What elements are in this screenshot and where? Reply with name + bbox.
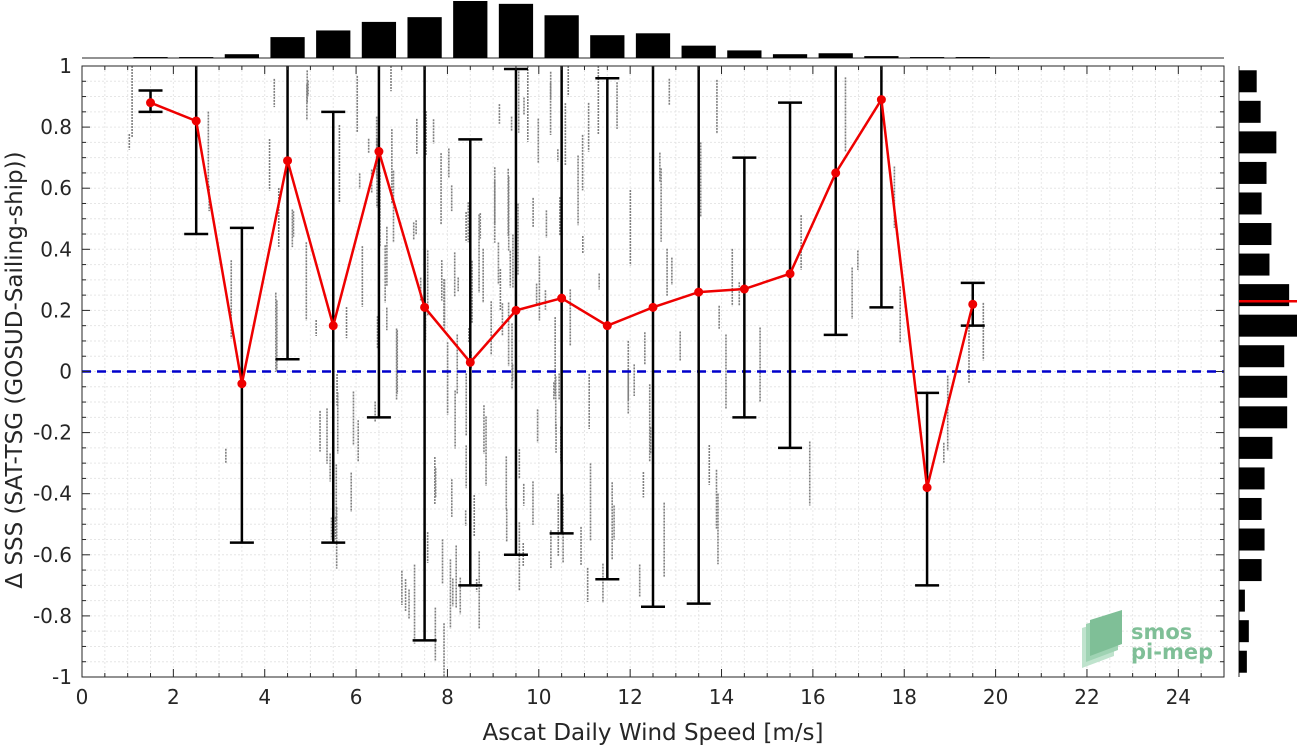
- median-point: [602, 321, 612, 331]
- median-point: [146, 98, 156, 108]
- median-point: [283, 156, 293, 166]
- top-hist-bar: [727, 50, 762, 58]
- top-hist-bar: [453, 1, 488, 58]
- top-hist-bar: [407, 17, 442, 58]
- right-hist-bar: [1239, 589, 1245, 612]
- x-tick-label: 24: [1166, 685, 1191, 709]
- right-hist-bar: [1239, 620, 1249, 643]
- top-hist-bar: [316, 30, 351, 58]
- right-hist-bar: [1239, 559, 1262, 582]
- x-tick-label: 16: [800, 685, 825, 709]
- y-tick-label: -0.2: [33, 421, 72, 445]
- x-tick-label: 20: [983, 685, 1008, 709]
- right-histogram: [1238, 66, 1297, 677]
- y-tick-label: 0.6: [40, 176, 72, 200]
- top-hist-bar: [955, 57, 990, 58]
- median-point: [922, 483, 932, 493]
- median-series: [146, 95, 978, 493]
- median-point: [694, 287, 704, 297]
- right-hist-bar: [1239, 223, 1272, 246]
- x-tick-label: 22: [1074, 685, 1099, 709]
- y-tick-label: -0.6: [33, 543, 72, 567]
- top-hist-bar: [818, 53, 853, 58]
- median-point: [557, 293, 567, 303]
- median-point: [237, 379, 247, 389]
- y-tick-label: 0.8: [40, 115, 72, 139]
- top-hist-bar: [361, 21, 397, 58]
- axes: 0 2 4 6 8 10 12 14 16 18 20 22 24-1-0.8-0.6-0.4-0.20…: [33, 54, 1225, 709]
- logo: smos pi-mep: [1082, 610, 1213, 668]
- x-tick-label: 18: [892, 685, 917, 709]
- right-hist-bar: [1239, 70, 1257, 93]
- x-tick-label: 0: [76, 685, 89, 709]
- y-tick-label: 0: [59, 360, 72, 384]
- top-hist-bar: [772, 54, 808, 58]
- median-point: [876, 95, 886, 105]
- median-point: [511, 305, 521, 315]
- right-hist-bar: [1239, 314, 1297, 337]
- right-hist-bar: [1239, 497, 1262, 520]
- top-histogram: [82, 1, 1224, 59]
- x-tick-label: 12: [617, 685, 642, 709]
- y-axis-title: Δ SSS (SAT-TSG (GOSUD-Sailing-ship)): [2, 151, 28, 588]
- top-hist-bar: [635, 33, 671, 58]
- x-tick-label: 4: [258, 685, 271, 709]
- right-hist-bar: [1239, 528, 1265, 551]
- y-tick-label: 0.2: [40, 298, 72, 322]
- top-hist-bar: [544, 15, 579, 58]
- median-point: [328, 321, 338, 331]
- y-tick-label: -1: [52, 665, 72, 689]
- x-tick-label: 10: [526, 685, 551, 709]
- top-hist-bar: [270, 37, 305, 58]
- y-tick-label: -0.4: [33, 482, 72, 506]
- right-hist-bar: [1239, 436, 1273, 459]
- median-point: [831, 168, 841, 178]
- top-hist-bar: [590, 35, 625, 58]
- x-tick-label: 8: [441, 685, 454, 709]
- logo-line2: pi-mep: [1131, 640, 1213, 664]
- right-hist-bar: [1239, 375, 1288, 398]
- x-tick-label: 14: [709, 685, 734, 709]
- right-hist-bar: [1239, 406, 1288, 429]
- right-hist-bar: [1239, 100, 1261, 123]
- median-point: [420, 302, 430, 312]
- median-point: [648, 302, 658, 312]
- median-point: [374, 147, 384, 157]
- x-tick-label: 6: [350, 685, 363, 709]
- right-hist-bar: [1239, 192, 1262, 215]
- top-hist-bar: [179, 57, 214, 58]
- top-hist-bar: [133, 57, 168, 58]
- median-point: [465, 357, 475, 367]
- median-point: [191, 116, 201, 126]
- y-tick-label: -0.8: [33, 604, 72, 628]
- right-hist-bar: [1239, 650, 1247, 673]
- right-hist-bar: [1239, 131, 1277, 154]
- median-point: [785, 269, 795, 279]
- median-point: [968, 299, 978, 309]
- right-hist-bar: [1239, 253, 1270, 276]
- top-hist-bar: [498, 3, 534, 59]
- logo-line1: smos: [1131, 620, 1192, 644]
- y-tick-label: 1: [59, 54, 72, 78]
- top-hist-bar: [864, 56, 899, 58]
- right-hist-bar: [1239, 467, 1265, 490]
- right-hist-bar: [1239, 284, 1290, 307]
- median-point: [739, 284, 749, 294]
- x-tick-label: 2: [167, 685, 180, 709]
- top-hist-bar: [224, 54, 260, 58]
- x-axis-title: Ascat Daily Wind Speed [m/s]: [483, 720, 824, 746]
- right-hist-bar: [1239, 161, 1267, 184]
- top-hist-bar: [909, 57, 945, 58]
- top-hist-bar: [681, 45, 716, 58]
- right-hist-bar: [1239, 345, 1285, 368]
- y-tick-label: 0.4: [40, 237, 72, 261]
